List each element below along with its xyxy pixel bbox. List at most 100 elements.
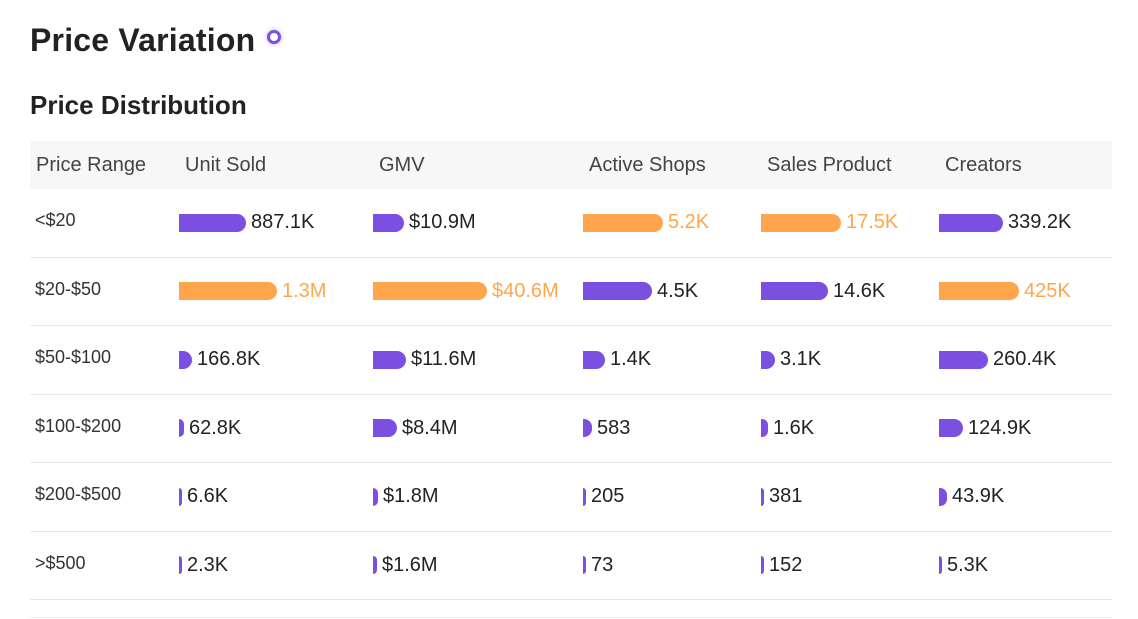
bar-unit-sold — [179, 282, 277, 301]
value-label-gmv: $1.8M — [383, 485, 439, 508]
column-header-unit-sold: Unit Sold — [185, 153, 267, 176]
bar-active-shops — [583, 213, 663, 232]
value-label-active-shops: 205 — [591, 485, 625, 508]
cell-creators: 260.4K — [939, 326, 1112, 394]
bar-sales-product — [761, 282, 828, 301]
bar-unit-sold — [179, 350, 192, 369]
bar-unit-sold — [179, 213, 246, 232]
value-label-gmv: $8.4M — [402, 416, 458, 439]
price-distribution-table: Price Range Unit Sold GMV Active Shops S… — [30, 141, 1112, 600]
cell-gmv: $10.9M — [373, 189, 583, 257]
value-label-gmv: $10.9M — [409, 211, 476, 234]
table-bottom-divider — [30, 617, 1112, 618]
cell-active-shops: 4.5K — [583, 258, 761, 326]
cell-sales-product: 152 — [761, 532, 939, 600]
price-range-label: $50-$100 — [35, 347, 112, 368]
table-row: $200-$500 6.6K $1.8M 205 381 43.9K — [30, 463, 1112, 532]
value-label-sales-product: 1.6K — [773, 416, 815, 439]
bar-creators — [939, 350, 988, 369]
table-header: Price Range Unit Sold GMV Active Shops S… — [30, 141, 1112, 189]
title-row: Price Variation — [30, 22, 282, 59]
info-dot-icon[interactable] — [267, 29, 282, 44]
bar-creators — [939, 556, 942, 575]
bar-sales-product — [761, 350, 775, 369]
bar-gmv — [373, 350, 406, 369]
bar-creators — [939, 213, 1003, 232]
cell-creators: 339.2K — [939, 189, 1112, 257]
bar-active-shops — [583, 419, 592, 438]
cell-active-shops: 73 — [583, 532, 761, 600]
cell-sales-product: 17.5K — [761, 189, 939, 257]
value-label-creators: 260.4K — [993, 348, 1057, 371]
bar-gmv — [373, 556, 377, 575]
value-label-active-shops: 1.4K — [610, 348, 652, 371]
cell-active-shops: 205 — [583, 463, 761, 531]
price-range-label: <$20 — [35, 210, 76, 231]
value-label-sales-product: 152 — [769, 553, 803, 576]
value-label-creators: 339.2K — [1008, 211, 1072, 234]
price-range-label: $200-$500 — [35, 484, 122, 505]
cell-creators: 43.9K — [939, 463, 1112, 531]
bar-active-shops — [583, 487, 586, 506]
bar-sales-product — [761, 556, 764, 575]
cell-gmv: $40.6M — [373, 258, 583, 326]
column-header-creators: Creators — [945, 153, 1022, 176]
cell-creators: 5.3K — [939, 532, 1112, 600]
value-label-gmv: $1.6M — [382, 553, 438, 576]
cell-active-shops: 1.4K — [583, 326, 761, 394]
value-label-active-shops: 4.5K — [657, 279, 699, 302]
bar-sales-product — [761, 487, 764, 506]
cell-sales-product: 381 — [761, 463, 939, 531]
cell-sales-product: 3.1K — [761, 326, 939, 394]
cell-gmv: $1.8M — [373, 463, 583, 531]
cell-unit-sold: 1.3M — [179, 258, 373, 326]
value-label-active-shops: 583 — [597, 416, 631, 439]
cell-unit-sold: 166.8K — [179, 326, 373, 394]
table-row: $100-$200 62.8K $8.4M 583 1.6K 124.9K — [30, 395, 1112, 463]
bar-gmv — [373, 213, 404, 232]
bar-active-shops — [583, 556, 586, 575]
table-row: $50-$100 166.8K $11.6M 1.4K 3.1K 260.4K — [30, 326, 1112, 395]
cell-sales-product: 14.6K — [761, 258, 939, 326]
column-header-price-range: Price Range — [36, 153, 147, 176]
section-title: Price Distribution — [30, 90, 247, 120]
value-label-gmv: $40.6M — [492, 279, 559, 302]
price-range-label: >$500 — [35, 552, 86, 573]
bar-active-shops — [583, 350, 605, 369]
column-header-active-shops: Active Shops — [589, 153, 706, 176]
cell-unit-sold: 6.6K — [179, 463, 373, 531]
value-label-sales-product: 381 — [769, 485, 803, 508]
cell-creators: 425K — [939, 258, 1112, 326]
value-label-sales-product: 3.1K — [780, 348, 822, 371]
value-label-unit-sold: 6.6K — [187, 485, 229, 508]
price-range-label: $20-$50 — [35, 278, 102, 299]
bar-unit-sold — [179, 487, 182, 506]
column-header-sales-product: Sales Product — [767, 153, 892, 176]
table-row: $20-$50 1.3M $40.6M 4.5K 14.6K 425K — [30, 258, 1112, 326]
value-label-sales-product: 17.5K — [846, 211, 899, 234]
bar-creators — [939, 487, 947, 506]
value-label-unit-sold: 887.1K — [251, 211, 315, 234]
table-row: >$500 2.3K $1.6M 73 152 5.3K — [30, 532, 1112, 600]
value-label-unit-sold: 62.8K — [189, 416, 242, 439]
page-title: Price Variation — [30, 22, 256, 58]
value-label-creators: 124.9K — [968, 416, 1032, 439]
cell-active-shops: 583 — [583, 395, 761, 463]
bar-gmv — [373, 282, 487, 301]
bar-creators — [939, 419, 963, 438]
table-body: <$20 887.1K $10.9M 5.2K 17.5K 339.2K $20-$50 1.… — [30, 189, 1112, 600]
cell-unit-sold: 2.3K — [179, 532, 373, 600]
value-label-creators: 425K — [1024, 279, 1071, 302]
bar-unit-sold — [179, 556, 182, 575]
value-label-unit-sold: 1.3M — [282, 279, 327, 302]
value-label-unit-sold: 2.3K — [187, 553, 229, 576]
value-label-active-shops: 5.2K — [668, 211, 710, 234]
cell-creators: 124.9K — [939, 395, 1112, 463]
bar-creators — [939, 282, 1019, 301]
cell-unit-sold: 62.8K — [179, 395, 373, 463]
price-range-label: $100-$200 — [35, 415, 122, 436]
bar-active-shops — [583, 282, 652, 301]
value-label-active-shops: 73 — [591, 553, 614, 576]
value-label-creators: 43.9K — [952, 485, 1005, 508]
bar-gmv — [373, 487, 378, 506]
